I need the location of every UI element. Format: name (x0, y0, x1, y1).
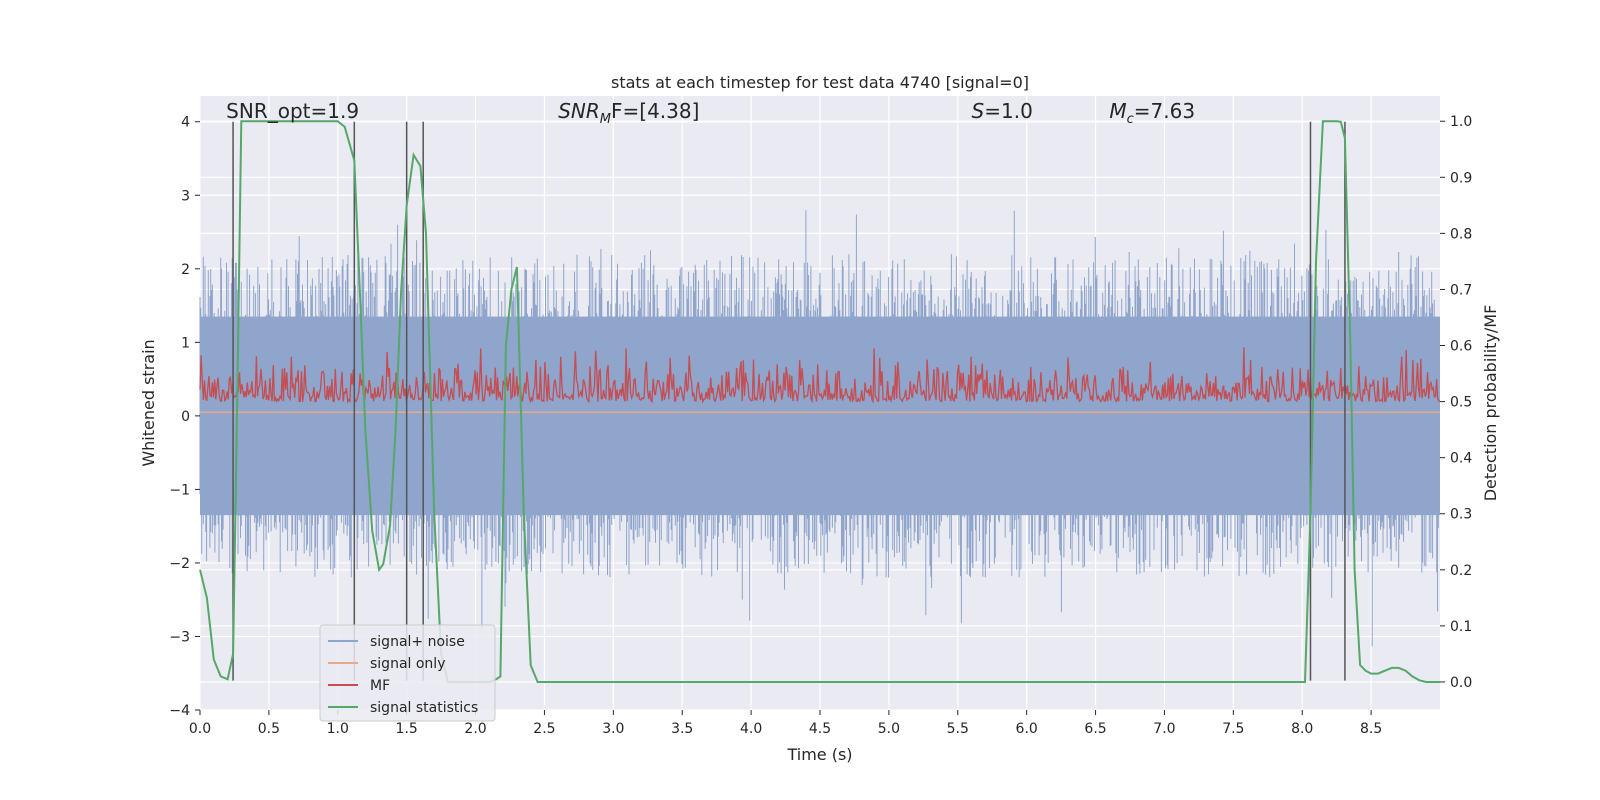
legend-box (319, 624, 496, 722)
x-tick-label: 3.0 (602, 721, 624, 737)
y-tick-label: 1 (181, 335, 190, 351)
y-right-tick-label: 0.5 (1450, 395, 1472, 411)
y-axis-label: Whitened strain (139, 339, 158, 466)
y-right-tick-label: 0.8 (1450, 226, 1472, 242)
legend: signal+ noise signal only MF signal statist… (319, 624, 496, 722)
x-tick-label: 7.5 (1222, 721, 1244, 737)
y-right-axis-label: Detection probability/MF (1481, 305, 1500, 502)
y-right-tick-label: 0.3 (1450, 507, 1472, 523)
y-right-tick-label: 0.7 (1450, 282, 1472, 298)
series-signal-statistics (199, 120, 1440, 683)
x-tick-label: 5.5 (947, 721, 969, 737)
x-tick-label: 6.0 (1016, 721, 1038, 737)
x-tick-label: 4.5 (809, 721, 831, 737)
x-tick-label: 4.0 (740, 721, 762, 737)
y-right-tick-label: 0.9 (1450, 170, 1472, 186)
annotation: SNR_opt=1.9 (226, 99, 359, 123)
y-tick-label: −1 (169, 482, 190, 498)
signal-statistics-line (199, 120, 1440, 683)
y-right-tick-label: 0.4 (1450, 451, 1472, 467)
y-tick-label: 0 (181, 409, 190, 425)
chart-title: stats at each timestep for test data 474… (611, 73, 1029, 92)
x-axis-ticks: 0.0 0.5 1.0 1.5 2.0 2.5 3.0 3.5 4.0 4.5 5.0 5.5 6.0 6… (189, 710, 1382, 737)
y-tick-label: 4 (181, 115, 190, 131)
x-tick-label: 2.0 (464, 721, 486, 737)
y-tick-label: −2 (169, 556, 190, 572)
annotations: SNR_opt=1.9 SNRMF=[4.38] S=1.0 Mc=7.63 (226, 99, 1195, 127)
x-tick-label: 0.5 (258, 721, 280, 737)
vertical-markers (232, 121, 1346, 681)
y-right-tick-label: 0.0 (1450, 675, 1472, 691)
x-tick-label: 5.0 (878, 721, 900, 737)
legend-label: signal+ noise (370, 634, 465, 650)
annotation: SNRMF=[4.38] (558, 99, 699, 127)
annotation: S=1.0 (972, 99, 1033, 123)
y-right-tick-label: 1.0 (1450, 114, 1472, 130)
y-tick-label: 2 (181, 262, 190, 278)
y-right-tick-label: 0.1 (1450, 619, 1472, 635)
legend-label: MF (370, 678, 390, 694)
legend-label: signal statistics (370, 700, 478, 716)
legend-label: signal only (370, 656, 445, 672)
x-tick-label: 0.0 (189, 721, 211, 737)
x-axis-label: Time (s) (786, 745, 852, 764)
y-right-axis-ticks: 1.0 0.9 0.8 0.7 0.6 0.5 0.4 0.3 0.2 0.1 0.0 (1440, 114, 1472, 691)
y-right-tick-label: 0.2 (1450, 563, 1472, 579)
y-tick-label: 3 (181, 188, 190, 204)
y-tick-label: −3 (169, 629, 190, 645)
y-tick-label: −4 (169, 703, 190, 719)
x-tick-label: 1.0 (327, 721, 349, 737)
y-right-tick-label: 0.6 (1450, 339, 1472, 355)
y-axis-ticks: 4 3 2 1 0 −1 −2 −3 −4 (169, 115, 200, 719)
x-tick-label: 8.5 (1360, 721, 1382, 737)
x-tick-label: 8.0 (1291, 721, 1313, 737)
x-tick-label: 6.5 (1084, 721, 1106, 737)
x-tick-label: 2.5 (533, 721, 555, 737)
annotation: Mc=7.63 (1109, 99, 1195, 127)
x-tick-label: 3.5 (671, 721, 693, 737)
x-tick-label: 1.5 (396, 721, 418, 737)
x-tick-label: 7.0 (1153, 721, 1175, 737)
